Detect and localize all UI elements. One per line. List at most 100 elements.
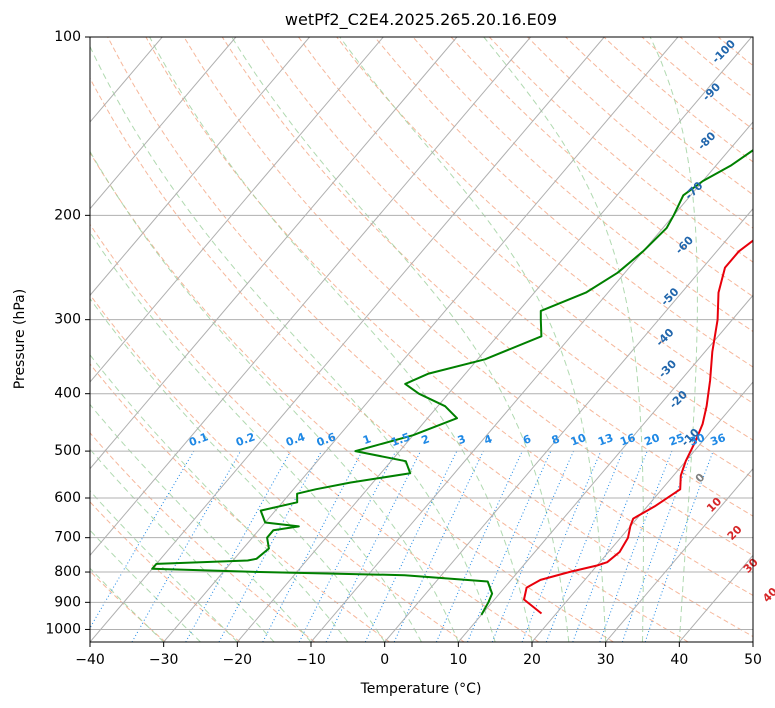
mixing-ratio-label: 0.4 — [284, 430, 307, 449]
isopleth-labels: -100-90-80-70-60-50-40-30-20-10010203040… — [187, 37, 775, 605]
mixing-ratio-line — [467, 450, 552, 642]
moist-adiabat-line — [90, 354, 349, 642]
mixing-ratio-label: 1 — [361, 432, 373, 447]
dry-adiabat-label: -90 — [700, 80, 723, 103]
isotherm-line — [384, 207, 753, 642]
isotherm-line — [163, 37, 679, 642]
dry-adiabat-line — [679, 37, 753, 98]
mixing-ratio-label: 16 — [618, 431, 637, 449]
dry-adiabat-line — [90, 363, 390, 642]
mixing-ratio-line — [521, 450, 602, 642]
mixing-ratio-label: 0.2 — [234, 430, 257, 449]
dry-adiabat-line — [450, 37, 753, 298]
dry-adiabat-line — [90, 293, 465, 642]
isotherm-line — [90, 37, 458, 470]
dry-adiabat-label: 0 — [693, 471, 708, 486]
dry-adiabat-label: -50 — [658, 285, 681, 308]
temperature-profile-line — [523, 239, 753, 615]
profile-series — [151, 149, 753, 616]
dry-adiabat-line — [145, 37, 753, 597]
isotherm-line — [90, 37, 310, 297]
dry-adiabat-line — [603, 37, 753, 163]
mixing-ratio-line — [545, 450, 624, 642]
x-tick-label: 30 — [597, 652, 615, 668]
x-tick-label: 50 — [744, 652, 762, 668]
y-tick-label: 400 — [54, 386, 81, 402]
moist-adiabat-line — [90, 231, 422, 642]
mixing-ratio-label: 6 — [521, 432, 533, 447]
mixing-ratio-label: 1.5 — [389, 430, 412, 449]
x-tick-label: 0 — [380, 652, 389, 668]
isotherm-line — [90, 37, 531, 557]
dry-adiabat-line — [756, 37, 775, 642]
mixing-ratio-line — [491, 450, 574, 642]
mixing-ratio-label: 30 — [688, 431, 707, 449]
mixing-ratio-line — [572, 450, 648, 642]
mixing-ratio-line — [644, 450, 714, 642]
x-axis-title: Temperature (°C) — [360, 681, 482, 697]
dry-adiabat-line — [90, 151, 614, 642]
moist-adiabat-line — [649, 37, 698, 642]
mixing-ratio-label: 2 — [420, 432, 432, 447]
moist-adiabat-line — [483, 37, 644, 642]
dry-adiabat-line — [298, 37, 753, 441]
dry-adiabat-line — [90, 432, 316, 642]
y-axis-title: Pressure (hPa) — [12, 289, 28, 389]
isotherm-line — [605, 467, 753, 642]
mixing-ratio-label: 20 — [643, 431, 662, 449]
isotherm-line — [678, 554, 753, 642]
chart-title: wetPf2_C2E4.2025.265.20.16.E09 — [285, 10, 557, 30]
x-tick-label: −40 — [75, 652, 105, 668]
mixing-ratio-line — [621, 450, 693, 642]
mixing-ratio-label: 13 — [596, 431, 615, 448]
mixing-ratio-label: 10 — [569, 431, 588, 449]
mixing-ratio-label: 25 — [667, 431, 686, 448]
mixing-ratio-line — [218, 450, 322, 642]
axes: −40 −30 −20 −10 0 10 20 30 40 5010020030040050060… — [45, 29, 762, 668]
y-tick-label: 300 — [54, 312, 81, 328]
dry-adiabat-label: -100 — [709, 37, 738, 66]
y-tick-label: 900 — [54, 594, 81, 610]
isotherm-line — [90, 37, 237, 210]
isotherm-line — [752, 641, 753, 642]
moist-adiabat-line — [90, 403, 312, 642]
y-tick-label: 800 — [54, 564, 81, 580]
y-tick-label: 100 — [54, 29, 81, 45]
x-tick-label: −30 — [149, 652, 179, 668]
moist-adiabat-line — [90, 297, 386, 642]
moist-adiabat-line — [339, 37, 607, 642]
mixing-ratio-line — [364, 450, 458, 642]
mixing-ratio-line — [90, 450, 195, 629]
mixing-ratio-line — [185, 450, 292, 642]
y-tick-label: 1000 — [45, 621, 81, 637]
grid-lines — [90, 37, 753, 642]
moist-adiabat-line — [90, 150, 459, 642]
x-tick-label: 10 — [449, 652, 467, 668]
mixing-ratio-label: 8 — [550, 432, 562, 447]
dry-adiabat-label: -30 — [656, 357, 679, 380]
dry-adiabat-label: 40 — [760, 585, 775, 605]
mixing-ratio-line — [325, 450, 422, 642]
dry-adiabat-line — [90, 501, 241, 642]
dry-adiabat-line — [527, 37, 753, 229]
plot-frame — [89, 36, 754, 643]
mixing-ratio-line — [435, 450, 523, 642]
mixing-ratio-line — [298, 450, 397, 642]
mixing-ratio-label: 36 — [709, 431, 728, 449]
x-tick-label: 40 — [670, 652, 688, 668]
y-tick-label: 200 — [54, 207, 81, 223]
isotherm-line — [90, 37, 605, 642]
dry-adiabat-line — [90, 223, 540, 642]
mixing-ratio-label: 0.6 — [315, 430, 338, 449]
dry-adiabat-line — [412, 37, 753, 333]
moist-adiabat-line — [149, 37, 533, 642]
moist-adiabat-line — [90, 45, 496, 642]
dry-adiabat-line — [90, 77, 689, 642]
isotherm-line — [531, 381, 753, 642]
y-tick-label: 500 — [54, 443, 81, 459]
y-tick-label: 700 — [54, 530, 81, 546]
dry-adiabat-line — [221, 37, 753, 517]
isotherm-line — [236, 37, 752, 642]
mixing-ratio-line — [599, 450, 673, 642]
isotherm-line — [90, 37, 384, 383]
